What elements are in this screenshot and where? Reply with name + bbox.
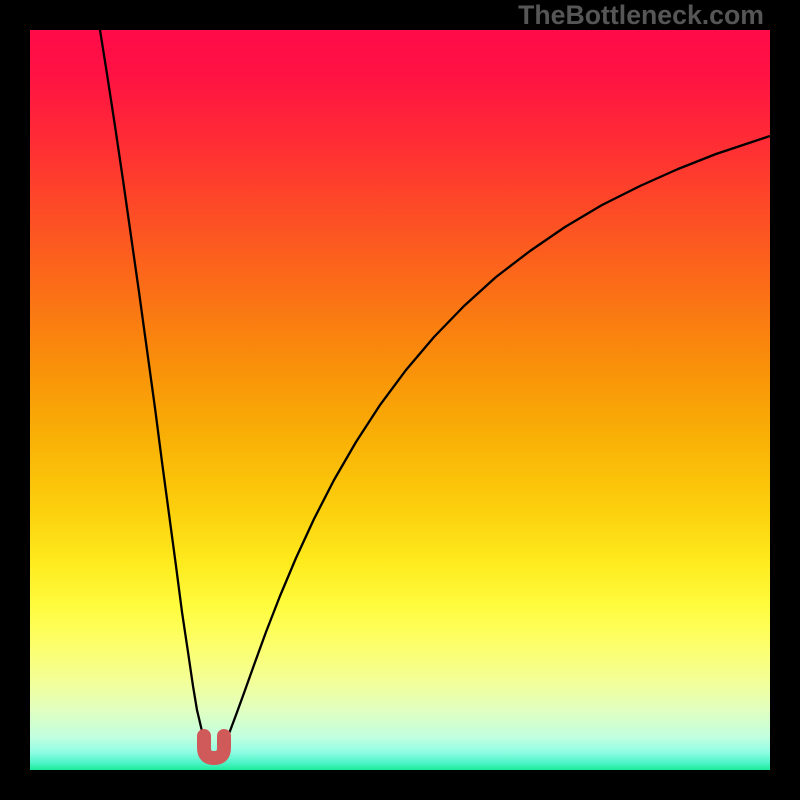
chart-background-gradient: [30, 30, 770, 770]
watermark-text: TheBottleneck.com: [518, 0, 764, 31]
chart-svg: [30, 30, 770, 770]
chart-plot-area: [30, 30, 770, 770]
